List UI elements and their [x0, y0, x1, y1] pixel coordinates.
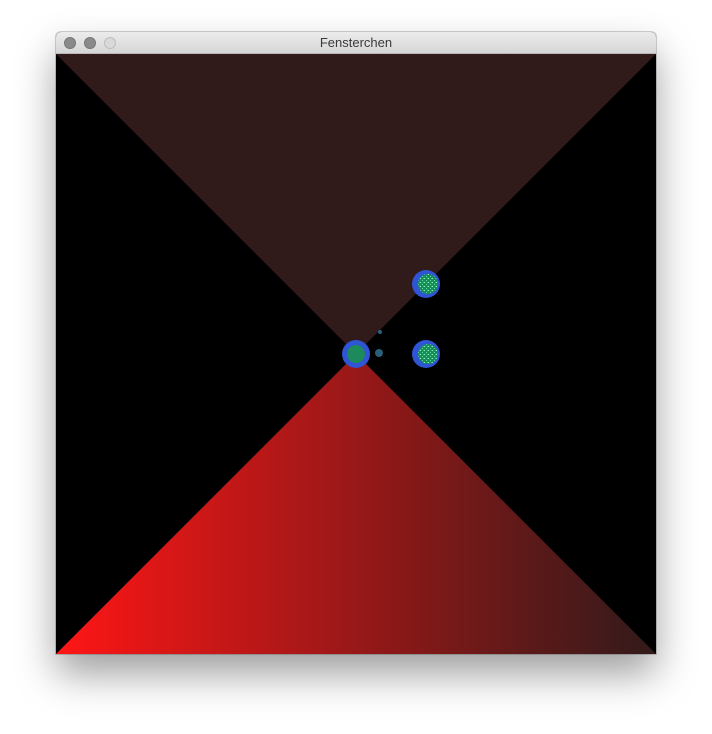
circle-upper-right	[418, 274, 438, 294]
top-triangle	[56, 54, 656, 354]
render-canvas[interactable]	[56, 54, 656, 654]
small-dot-right	[375, 349, 383, 357]
app-window: Fensterchen	[56, 32, 656, 654]
minimize-circle-icon[interactable]	[84, 37, 96, 49]
circle-right	[418, 344, 438, 364]
circle-center	[347, 345, 365, 363]
title-bar[interactable]: Fensterchen	[56, 32, 656, 54]
window-title: Fensterchen	[319, 35, 393, 50]
zoom-circle-icon[interactable]	[104, 37, 116, 49]
canvas-drawing	[56, 54, 656, 654]
close-circle-icon[interactable]	[64, 37, 76, 49]
bottom-triangle	[56, 354, 656, 654]
small-dot-upper	[378, 330, 382, 334]
